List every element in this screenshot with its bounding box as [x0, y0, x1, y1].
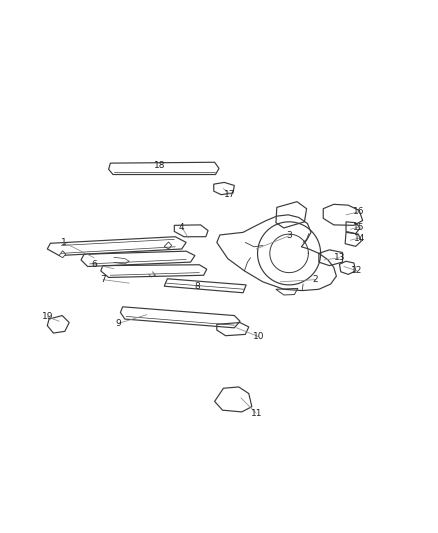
- Text: 3: 3: [286, 231, 292, 240]
- Text: 1: 1: [60, 238, 67, 247]
- Text: 15: 15: [353, 223, 365, 231]
- Text: 10: 10: [253, 332, 264, 341]
- Text: 8: 8: [194, 282, 200, 290]
- Text: 13: 13: [334, 253, 345, 262]
- Text: 12: 12: [351, 266, 363, 276]
- Text: 14: 14: [353, 233, 365, 243]
- Text: 9: 9: [115, 319, 121, 328]
- Text: 11: 11: [251, 409, 262, 418]
- Text: 17: 17: [224, 190, 236, 199]
- Text: 2: 2: [313, 275, 318, 284]
- Text: 16: 16: [353, 207, 365, 216]
- Text: 18: 18: [154, 161, 166, 170]
- Text: 19: 19: [42, 312, 53, 321]
- Polygon shape: [59, 251, 66, 258]
- Text: 6: 6: [91, 260, 97, 269]
- Text: 7: 7: [100, 275, 106, 284]
- Text: 4: 4: [179, 223, 184, 231]
- Polygon shape: [164, 242, 172, 249]
